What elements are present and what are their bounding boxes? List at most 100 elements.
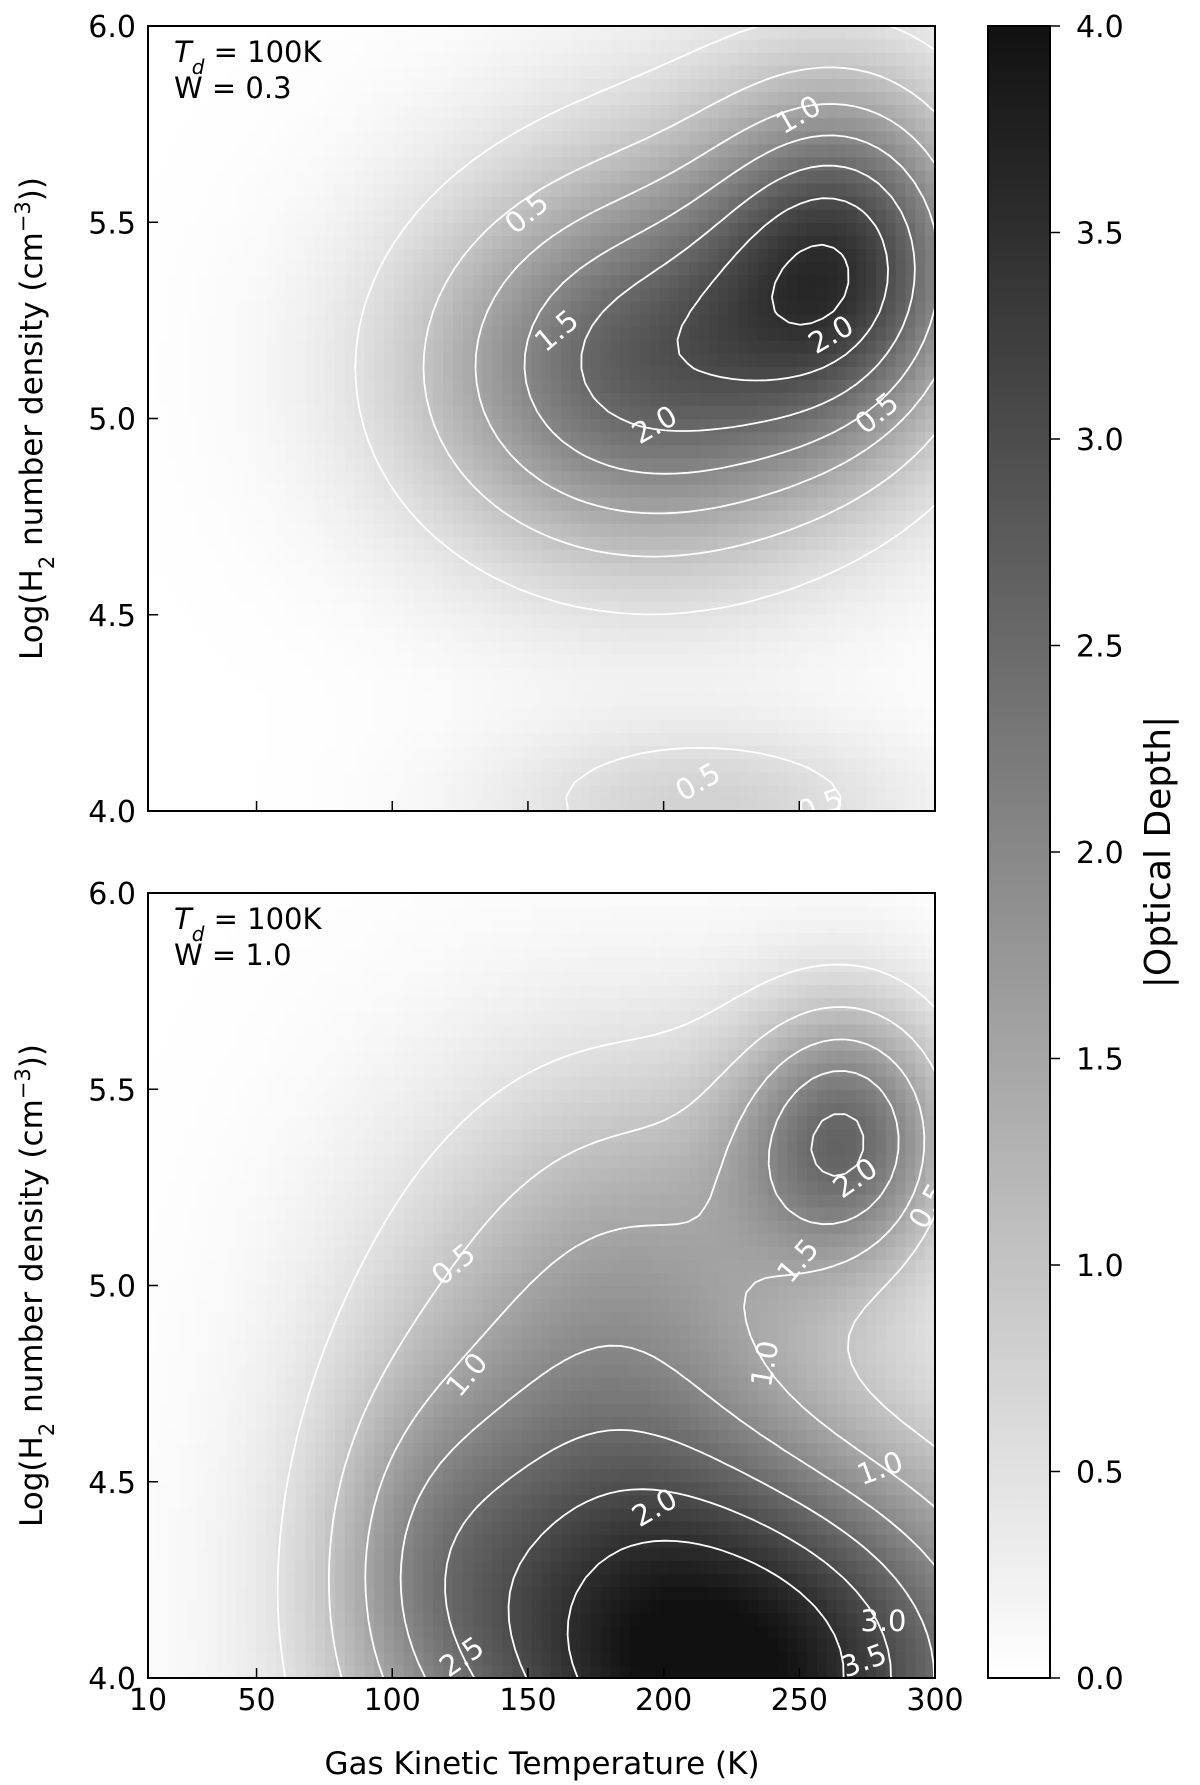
heatmap-cell — [816, 104, 828, 119]
heatmap-cell — [207, 797, 218, 811]
heatmap-cell — [895, 470, 907, 485]
heatmap-cell — [728, 104, 739, 119]
heatmap-cell — [285, 680, 297, 694]
heatmap-cell — [905, 248, 916, 263]
heatmap-cell — [925, 353, 935, 367]
heatmap-cell — [511, 745, 523, 760]
heatmap-cell — [580, 667, 592, 681]
heatmap-cell — [718, 483, 730, 498]
heatmap-cell — [590, 405, 602, 420]
heatmap-cell — [256, 392, 267, 407]
heatmap-cell — [472, 104, 484, 119]
heatmap-cell — [807, 326, 818, 341]
heatmap-cell — [177, 549, 188, 564]
heatmap-cell — [561, 640, 572, 655]
heatmap-cell — [374, 340, 385, 354]
heatmap-cell — [767, 457, 779, 472]
heatmap-cell — [482, 379, 493, 393]
heatmap-cell — [551, 274, 562, 289]
heatmap-cell — [423, 379, 434, 393]
heatmap-cell — [197, 117, 208, 132]
heatmap-cell — [216, 143, 228, 158]
heatmap-cell — [728, 392, 739, 407]
heatmap-cell — [797, 693, 808, 707]
heatmap-cell — [157, 771, 169, 786]
heatmap-cell — [561, 222, 572, 236]
heatmap-cell — [541, 497, 552, 511]
heatmap-cell — [571, 39, 582, 53]
heatmap-cell — [708, 287, 720, 302]
heatmap-cell — [207, 169, 218, 184]
heatmap-cell — [167, 418, 179, 433]
heatmap-cell — [285, 156, 297, 171]
heatmap-cell — [925, 732, 935, 747]
heatmap-cell — [315, 313, 326, 328]
heatmap-cell — [639, 353, 651, 367]
heatmap-cell — [344, 143, 356, 158]
heatmap-cell — [511, 326, 523, 341]
heatmap-cell — [452, 379, 464, 393]
heatmap-cell — [364, 313, 375, 328]
heatmap-cell — [777, 470, 789, 485]
heatmap-cell — [325, 26, 336, 40]
heatmap-cell — [551, 588, 562, 603]
heatmap-cell — [807, 588, 818, 603]
heatmap-cell — [443, 52, 454, 66]
heatmap-cell — [767, 65, 779, 79]
heatmap-cell — [167, 1350, 179, 1365]
heatmap-cell — [344, 732, 356, 747]
heatmap-cell — [236, 26, 247, 40]
heatmap-cell — [541, 483, 552, 498]
heatmap-cell — [875, 26, 887, 40]
heatmap-cell — [167, 91, 179, 106]
heatmap-cell — [177, 497, 188, 511]
heatmap-cell — [157, 706, 169, 721]
heatmap-cell — [718, 222, 730, 236]
heatmap-cell — [639, 117, 651, 132]
heatmap-cell — [334, 797, 346, 811]
heatmap-cell — [698, 510, 710, 524]
heatmap-cell — [148, 274, 159, 289]
heatmap-cell — [374, 222, 385, 236]
heatmap-cell — [580, 654, 592, 668]
heatmap-cell — [620, 614, 631, 629]
heatmap-cell — [148, 1272, 159, 1287]
heatmap-cell — [482, 261, 493, 276]
heatmap-cell — [610, 797, 621, 811]
heatmap-cell — [777, 654, 789, 668]
heatmap-cell — [266, 732, 277, 747]
heatmap-cell — [256, 52, 267, 66]
heatmap-cell — [915, 117, 926, 132]
heatmap-cell — [610, 771, 621, 786]
heatmap-cell — [649, 26, 661, 40]
heatmap-cell — [325, 627, 336, 642]
heatmap-cell — [452, 575, 464, 590]
heatmap-cell — [246, 104, 257, 119]
heatmap-cell — [256, 248, 267, 263]
heatmap-cell — [630, 654, 641, 668]
heatmap-cell — [620, 39, 631, 53]
heatmap-cell — [148, 1167, 159, 1182]
heatmap-cell — [177, 771, 188, 786]
heatmap-cell — [482, 497, 493, 511]
heatmap-cell — [816, 26, 828, 40]
heatmap-cell — [757, 143, 769, 158]
heatmap-cell — [649, 654, 661, 668]
heatmap-cell — [492, 549, 503, 564]
heatmap-cell — [826, 640, 838, 655]
heatmap-cell — [816, 183, 828, 197]
heatmap-cell — [551, 758, 562, 773]
heatmap-cell — [305, 183, 316, 197]
heatmap-cell — [482, 130, 493, 145]
heatmap-cell — [767, 680, 779, 694]
heatmap-cell — [462, 418, 474, 433]
heatmap-cell — [571, 470, 582, 485]
heatmap-cell — [472, 680, 484, 694]
heatmap-cell — [374, 287, 385, 302]
heatmap-cell — [462, 588, 474, 603]
heatmap-cell — [531, 418, 543, 433]
heatmap-cell — [315, 78, 326, 93]
heatmap-cell — [600, 627, 611, 642]
heatmap-cell — [157, 1010, 169, 1025]
heatmap-cell — [807, 366, 818, 380]
